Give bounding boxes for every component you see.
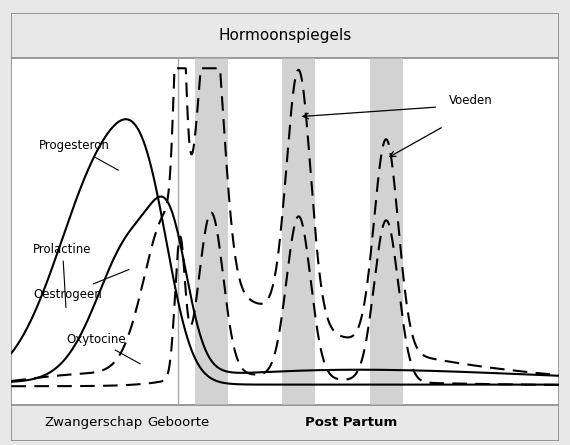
Bar [370, 58, 402, 405]
Text: Post Partum: Post Partum [304, 416, 397, 429]
Text: Hormoonspiegels: Hormoonspiegels [218, 28, 352, 43]
Bar [282, 58, 315, 405]
Text: Oxytocine: Oxytocine [66, 333, 140, 364]
Text: Progesteron: Progesteron [39, 139, 119, 170]
Bar [195, 58, 227, 405]
Text: Voeden: Voeden [449, 94, 493, 107]
Text: Oestrogeen: Oestrogeen [33, 269, 129, 301]
Text: Geboorte: Geboorte [147, 416, 209, 429]
Text: Prolactine: Prolactine [33, 243, 92, 307]
Text: Zwangerschap: Zwangerschap [44, 416, 142, 429]
